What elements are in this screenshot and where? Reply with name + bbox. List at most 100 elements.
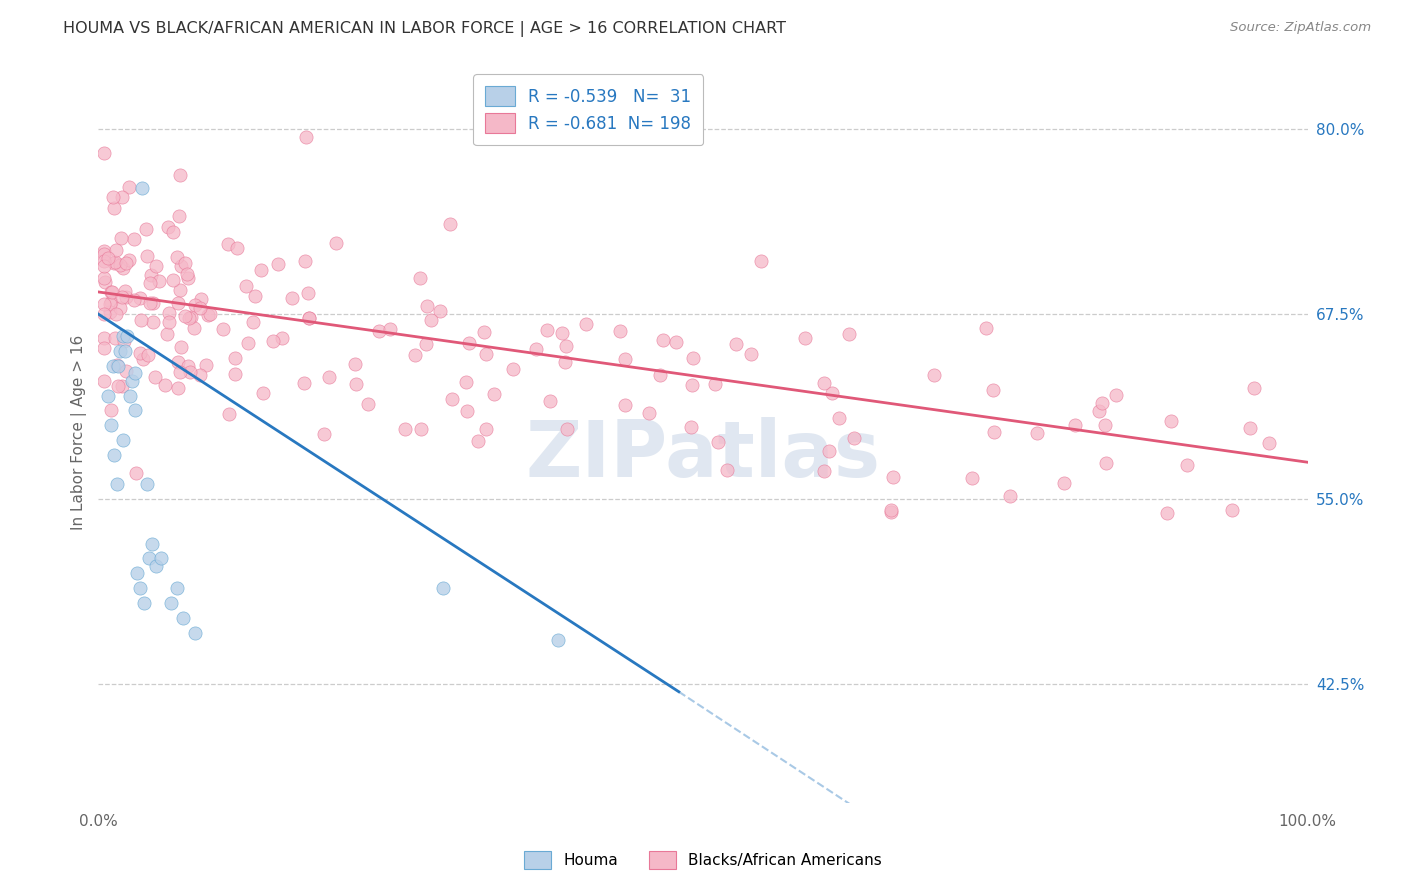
Point xyxy=(112,334,135,349)
Point xyxy=(125,466,148,480)
Point xyxy=(1105,388,1128,402)
Point xyxy=(1160,414,1182,428)
Point xyxy=(554,339,576,353)
Point xyxy=(1091,396,1114,410)
Point xyxy=(974,320,997,334)
Point xyxy=(554,355,576,369)
Point xyxy=(1220,503,1243,517)
Point xyxy=(169,283,191,297)
Point xyxy=(614,352,637,367)
Point xyxy=(169,340,191,354)
Point xyxy=(1156,506,1178,520)
Point xyxy=(454,376,477,390)
Point xyxy=(818,444,841,458)
Point xyxy=(128,581,150,595)
Text: Source: ZipAtlas.com: Source: ZipAtlas.com xyxy=(1230,21,1371,34)
Point xyxy=(155,378,177,392)
Point xyxy=(110,231,132,245)
Point xyxy=(173,256,195,270)
Point xyxy=(404,348,426,362)
Point xyxy=(105,477,128,491)
Point xyxy=(129,312,152,326)
Point xyxy=(166,250,188,264)
Point xyxy=(236,336,259,351)
Point xyxy=(614,398,637,412)
Point xyxy=(983,425,1005,440)
Point xyxy=(184,625,207,640)
Point xyxy=(97,388,120,402)
Point xyxy=(136,249,159,263)
Point xyxy=(100,418,122,433)
Point xyxy=(111,190,134,204)
Point xyxy=(245,289,267,303)
Point xyxy=(983,383,1005,397)
Point xyxy=(179,311,201,326)
Point xyxy=(294,254,316,268)
Point xyxy=(139,276,162,290)
Point xyxy=(117,329,139,343)
Point xyxy=(105,358,128,372)
Point xyxy=(93,307,115,321)
Point xyxy=(318,370,340,384)
Point xyxy=(281,291,304,305)
Point xyxy=(357,397,380,411)
Point xyxy=(682,351,704,365)
Point xyxy=(173,310,195,324)
Point xyxy=(93,374,115,388)
Point xyxy=(145,259,167,273)
Point xyxy=(880,505,903,519)
Point xyxy=(665,334,688,349)
Point xyxy=(169,168,191,182)
Point xyxy=(419,313,441,327)
Point xyxy=(93,146,115,161)
Point xyxy=(1243,381,1265,395)
Point xyxy=(98,305,121,319)
Point xyxy=(93,271,115,285)
Point xyxy=(93,254,115,268)
Point xyxy=(681,420,703,434)
Point xyxy=(124,403,146,417)
Point xyxy=(100,294,122,309)
Point xyxy=(325,236,347,251)
Point xyxy=(129,346,152,360)
Point xyxy=(98,297,121,311)
Point xyxy=(249,263,271,277)
Point xyxy=(166,355,188,369)
Point xyxy=(157,220,180,235)
Point xyxy=(1095,456,1118,470)
Point xyxy=(882,470,904,484)
Point xyxy=(101,285,124,299)
Point xyxy=(104,331,127,345)
Point xyxy=(297,285,319,300)
Point xyxy=(103,189,125,203)
Point xyxy=(551,326,574,340)
Point xyxy=(828,411,851,425)
Point xyxy=(1026,426,1049,441)
Point xyxy=(111,261,134,276)
Point xyxy=(235,278,257,293)
Point xyxy=(115,364,138,378)
Point xyxy=(484,386,506,401)
Point xyxy=(651,333,673,347)
Point xyxy=(124,232,146,246)
Point xyxy=(142,315,165,329)
Point xyxy=(180,310,202,324)
Point xyxy=(267,257,290,271)
Point xyxy=(162,225,184,239)
Point xyxy=(188,368,211,382)
Point xyxy=(502,362,524,376)
Point xyxy=(1239,421,1261,435)
Point xyxy=(725,336,748,351)
Point xyxy=(538,394,561,409)
Point xyxy=(118,388,141,402)
Point xyxy=(93,275,115,289)
Point xyxy=(121,374,143,388)
Point xyxy=(456,404,478,418)
Point xyxy=(195,358,218,372)
Point xyxy=(190,301,212,316)
Point xyxy=(813,465,835,479)
Point xyxy=(150,551,173,566)
Point xyxy=(107,359,129,373)
Point xyxy=(707,435,730,450)
Point xyxy=(838,326,860,341)
